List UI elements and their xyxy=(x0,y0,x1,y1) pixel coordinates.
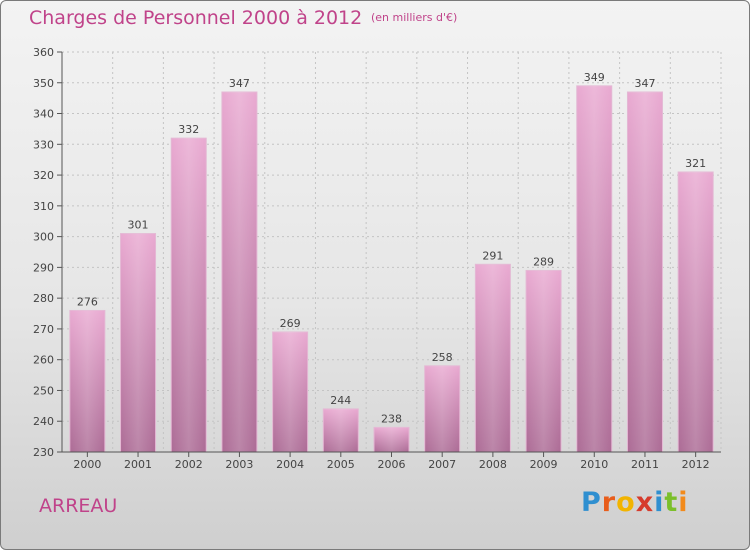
x-tick-label: 2004 xyxy=(276,458,304,471)
bar-value-label: 347 xyxy=(229,77,250,90)
y-tick-label: 320 xyxy=(33,169,54,182)
bar-value-label: 347 xyxy=(634,77,655,90)
y-tick-label: 300 xyxy=(33,231,54,244)
proxiti-logo[interactable]: Proxiti xyxy=(581,487,689,518)
x-tick-label: 2009 xyxy=(530,458,558,471)
bar-value-label: 289 xyxy=(533,255,554,268)
bar-sheen xyxy=(69,310,105,452)
bar-sheen xyxy=(272,332,308,452)
logo-letter: i xyxy=(678,487,689,518)
logo-letter: i xyxy=(654,487,665,518)
x-tick-label: 2012 xyxy=(682,458,710,471)
x-tick-label: 2003 xyxy=(225,458,253,471)
logo-letter: x xyxy=(635,487,655,518)
bar-value-label: 291 xyxy=(482,249,503,262)
y-tick-label: 280 xyxy=(33,292,54,305)
x-tick-label: 2005 xyxy=(327,458,355,471)
bar-sheen xyxy=(120,233,156,452)
labels-layer: 276 301 332 347 269 244 238 258 291 289 349 347 321 xyxy=(77,71,706,426)
y-tick-label: 350 xyxy=(33,77,54,90)
bar-value-label: 269 xyxy=(280,317,301,330)
bar-sheen xyxy=(526,270,562,452)
logo-letter: t xyxy=(664,487,679,518)
y-tick-label: 260 xyxy=(33,354,54,367)
bar-sheen xyxy=(424,365,460,452)
y-tick-label: 290 xyxy=(33,261,54,274)
x-tick-label: 2002 xyxy=(175,458,203,471)
bar-value-label: 349 xyxy=(584,71,605,84)
bar-sheen xyxy=(323,408,359,452)
bar-sheen xyxy=(475,264,511,452)
y-tick-label: 360 xyxy=(33,46,54,59)
y-tick-label: 230 xyxy=(33,446,54,459)
plot-area xyxy=(62,52,721,452)
bar-sheen xyxy=(576,85,612,452)
chart-title: Charges de Personnel 2000 à 2012 xyxy=(29,7,363,29)
bar-value-label: 258 xyxy=(432,351,453,364)
y-tick-label: 340 xyxy=(33,108,54,121)
bar-sheen xyxy=(627,92,663,452)
bars-layer xyxy=(69,85,714,453)
chart-subtitle: (en milliers d'€) xyxy=(371,11,458,24)
y-tick-label: 330 xyxy=(33,138,54,151)
x-tick-label: 2000 xyxy=(73,458,101,471)
town-name: ARREAU xyxy=(39,495,118,517)
bar-sheen xyxy=(221,92,257,452)
logo-letter: r xyxy=(601,487,617,518)
x-tick-label: 2007 xyxy=(428,458,456,471)
bar-sheen xyxy=(374,427,409,452)
y-tick-label: 250 xyxy=(33,384,54,397)
x-tick-label: 2006 xyxy=(378,458,406,471)
y-tick-label: 240 xyxy=(33,415,54,428)
bar-value-label: 321 xyxy=(685,157,706,170)
bar-sheen xyxy=(171,138,207,452)
x-tick-label: 2011 xyxy=(631,458,659,471)
bar-value-label: 244 xyxy=(330,394,351,407)
bar-value-label: 332 xyxy=(178,123,199,136)
logo-letter: P xyxy=(581,487,602,518)
y-tick-label: 270 xyxy=(33,323,54,336)
x-tick-label: 2010 xyxy=(580,458,608,471)
x-tick-label: 2008 xyxy=(479,458,507,471)
x-tick-label: 2001 xyxy=(124,458,152,471)
bar-value-label: 238 xyxy=(381,412,402,425)
bar-value-label: 301 xyxy=(128,219,149,232)
logo-letter: o xyxy=(616,487,636,518)
axes-layer: 230 240 250 260 270 280 290 300 310 320 330 340 350 3… xyxy=(33,46,721,471)
y-tick-label: 310 xyxy=(33,200,54,213)
grid-layer xyxy=(61,51,722,453)
bar-sheen xyxy=(678,172,714,452)
bar-value-label: 276 xyxy=(77,295,98,308)
